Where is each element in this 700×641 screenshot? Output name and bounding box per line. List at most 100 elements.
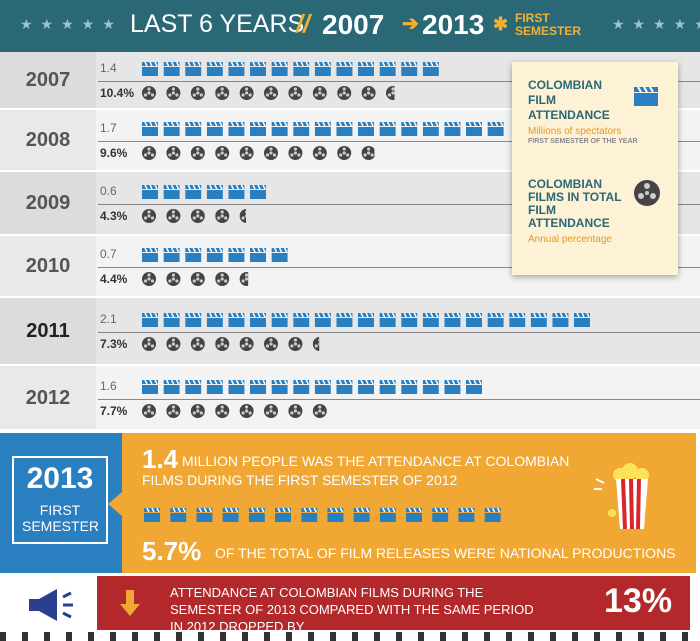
icon [250, 62, 266, 76]
icon [142, 248, 158, 262]
row-bg [0, 298, 700, 364]
icon [250, 185, 266, 199]
icon [327, 508, 344, 522]
icon [228, 185, 245, 199]
icon [487, 122, 504, 136]
icon [336, 313, 353, 327]
icon [250, 248, 266, 262]
icon [142, 379, 158, 394]
header [0, 0, 700, 52]
icon [142, 403, 156, 418]
row-divider [98, 398, 700, 400]
share-icons [142, 272, 249, 286]
icon [264, 403, 278, 418]
row-bg [0, 366, 700, 429]
footer-text: ATTENDANCE AT COLOMBIAN FILMS DURING THE… [170, 585, 534, 634]
icon [190, 272, 205, 286]
row-year: 2012 [25, 386, 71, 409]
icon [163, 379, 180, 394]
summary-share: 5.7% [142, 536, 202, 566]
icon [166, 146, 181, 160]
icon [406, 508, 422, 522]
icon [336, 379, 353, 394]
icon [185, 122, 202, 136]
icon [206, 185, 223, 199]
icon [293, 379, 310, 394]
icon [271, 62, 288, 76]
megaphone [29, 589, 73, 621]
icon [358, 313, 374, 327]
row-year: 2007 [25, 69, 71, 91]
icon [196, 508, 213, 522]
icon [215, 146, 230, 160]
icon [444, 313, 461, 327]
icon [206, 248, 223, 262]
summary-text: MILLION PEOPLE WAS THE ATTENDANCE AT COL… [142, 453, 570, 488]
icon [239, 272, 249, 286]
icon [166, 209, 181, 223]
icon [358, 62, 374, 76]
legend-title: COLOMBIAN FILM ATTENDANCE [528, 78, 610, 122]
row-year: 2010 [25, 255, 71, 277]
icon [336, 62, 353, 76]
icon [271, 122, 288, 136]
icon [206, 62, 223, 76]
row-year: 2009 [25, 192, 71, 214]
icon [422, 122, 439, 136]
icon [275, 508, 291, 522]
icon [312, 337, 320, 351]
asterisk: ✱ [493, 14, 509, 34]
icon [250, 379, 266, 394]
icon [312, 86, 327, 100]
icon [185, 185, 202, 199]
attendance-icons [142, 248, 288, 262]
icon [250, 122, 266, 136]
icon [379, 122, 396, 136]
summary-frame [12, 456, 108, 544]
icon [361, 146, 375, 160]
icon [185, 379, 202, 394]
icon [228, 379, 245, 394]
icon [312, 403, 327, 418]
icon [190, 209, 205, 223]
icon [422, 313, 439, 327]
end-year: 2013 [422, 9, 485, 40]
icon [361, 86, 376, 100]
icon [301, 508, 318, 522]
icon [337, 86, 352, 100]
row-divider [98, 204, 700, 205]
icon [358, 122, 374, 136]
icon [185, 62, 202, 76]
attendance-icons [142, 62, 439, 76]
row-divider [98, 141, 700, 142]
pointer [108, 492, 122, 516]
icon [293, 122, 310, 136]
icon [239, 209, 247, 223]
down-arrow [120, 590, 140, 616]
share-label: 10.4% [100, 86, 135, 100]
icon [239, 86, 254, 100]
icon [312, 146, 327, 160]
icon [142, 337, 156, 351]
share-icons [142, 146, 375, 160]
icon [353, 508, 370, 522]
period: FIRST SEMESTER [515, 11, 582, 38]
icon [142, 185, 158, 199]
legend-unit: Annual percentage [528, 234, 612, 245]
stars: ★★★★★ [612, 16, 700, 32]
icon [444, 379, 461, 394]
attendance-label: 0.6 [100, 184, 117, 198]
icon [206, 313, 223, 327]
attendance-label: 0.7 [100, 247, 117, 261]
icon [293, 313, 310, 327]
icon [222, 508, 239, 522]
icon [228, 62, 245, 76]
share-icons [142, 337, 320, 351]
icon [271, 248, 288, 262]
icon [271, 379, 288, 394]
icon [422, 379, 439, 394]
icon [142, 209, 156, 223]
header-title: LAST 6 YEARS [130, 10, 305, 38]
icon [466, 313, 482, 327]
icon [314, 62, 331, 76]
